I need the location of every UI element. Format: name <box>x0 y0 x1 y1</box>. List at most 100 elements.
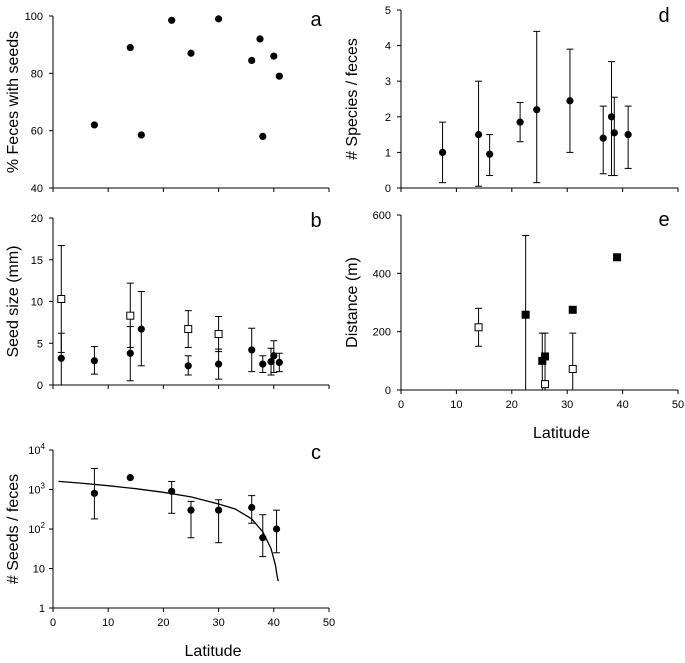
data-point-open <box>541 380 550 389</box>
x-tick-label: 40 <box>268 617 280 629</box>
y-tick-label: 0 <box>385 183 391 195</box>
data-point-filled <box>486 150 494 158</box>
x-tick-label: 0 <box>398 399 404 411</box>
y-tick-label: 10 <box>31 297 43 309</box>
x-tick-label: 20 <box>157 617 169 629</box>
data-point-filled <box>259 360 267 368</box>
data-point-open <box>126 311 135 320</box>
y-tick-label: 0 <box>385 385 391 397</box>
y-axis-label: Distance (m) <box>344 257 361 348</box>
data-point-filled <box>137 325 145 333</box>
data-point-filled <box>187 506 195 514</box>
data-point-open <box>214 330 223 339</box>
x-axis-label: Latitude <box>185 643 242 660</box>
data-point-filled <box>90 357 98 365</box>
data-point-filled <box>613 253 622 262</box>
x-axis-label: Latitude <box>533 425 590 442</box>
data-point-filled <box>272 525 281 533</box>
x-tick-label: 10 <box>450 399 462 411</box>
data-point-filled <box>521 310 530 319</box>
panel-c: 1 10 102 103 104 0 10 20 30 40 50 # Seeds / feces La… <box>5 442 335 660</box>
data-point-filled <box>215 506 223 514</box>
data-point-filled <box>474 131 483 139</box>
panel-letter: e <box>658 209 669 231</box>
data-point-filled <box>568 305 577 314</box>
panel-letter: d <box>658 5 669 27</box>
data-point-filled <box>566 97 574 105</box>
y-tick-label: 3 <box>385 76 391 88</box>
data-point-open <box>474 323 483 332</box>
data-point-filled <box>90 489 98 497</box>
data-point-open <box>568 365 577 373</box>
data-point-filled <box>275 72 283 80</box>
y-tick-label: 200 <box>373 327 391 339</box>
y-tick-label: 5 <box>385 5 391 17</box>
data-point-filled <box>533 106 541 114</box>
data-point-filled <box>438 148 447 156</box>
panel-letter: c <box>311 442 321 464</box>
y-axis-label: Seed size (mm) <box>5 245 22 357</box>
data-point-filled <box>267 358 275 366</box>
data-point-filled <box>168 487 176 495</box>
x-tick-label: 0 <box>50 617 56 629</box>
y-tick-label: 400 <box>373 268 391 280</box>
y-tick-label: 5 <box>37 338 43 350</box>
data-point-filled <box>184 362 192 370</box>
data-point-filled <box>248 503 256 512</box>
data-point-filled <box>57 354 65 362</box>
data-point-filled <box>215 15 223 23</box>
data-point-filled <box>126 43 134 52</box>
y-tick-label: 104 <box>28 442 45 457</box>
data-point-filled <box>516 118 524 126</box>
y-tick-label: 102 <box>28 521 45 536</box>
y-axis-label: # Seeds / feces <box>5 474 22 584</box>
data-point-open <box>57 294 66 303</box>
data-point-filled <box>248 56 256 65</box>
y-tick-label: 0 <box>37 380 43 392</box>
x-tick-label: 30 <box>561 399 573 411</box>
data-point-filled <box>607 113 616 121</box>
panel-letter: b <box>310 210 321 232</box>
data-point-open <box>184 325 193 334</box>
data-point-filled <box>259 534 267 542</box>
data-point-filled <box>270 52 278 60</box>
x-tick-label: 40 <box>616 399 628 411</box>
x-tick-label: 30 <box>212 617 224 629</box>
y-tick-label: 80 <box>31 68 43 80</box>
data-point-filled <box>168 16 176 24</box>
x-tick-label: 50 <box>323 617 335 629</box>
data-point-filled <box>126 474 134 482</box>
y-tick-label: 20 <box>31 213 43 225</box>
panel-b: 0 5 10 15 20 Seed size (mm) b <box>5 210 330 392</box>
y-tick-label: 40 <box>31 183 43 195</box>
data-point-filled <box>610 129 618 137</box>
x-tick-label: 20 <box>506 399 518 411</box>
y-tick-label: 15 <box>31 255 43 267</box>
data-point-filled <box>275 358 283 367</box>
data-point-filled <box>187 49 195 57</box>
data-point-filled <box>215 360 223 368</box>
y-tick-label: 10 <box>33 564 45 576</box>
data-point-filled <box>90 121 98 129</box>
y-tick-label: 4 <box>385 41 391 53</box>
data-point-filled <box>259 132 267 140</box>
panel-a: 40 60 80 100% Feces with seeds a <box>5 9 330 195</box>
data-point-filled <box>256 35 264 43</box>
y-tick-label: 100 <box>25 11 43 23</box>
panel-e: 0 200 400 600 0 10 20 30 40 50 Distance (m) Latitud… <box>344 209 684 442</box>
y-tick-label: 600 <box>373 210 391 222</box>
fit-curve <box>58 480 279 582</box>
data-point-filled <box>248 346 256 354</box>
y-tick-label: 2 <box>385 112 391 124</box>
data-point-filled <box>137 131 145 139</box>
panel-d: 0 1 2 3 4 5 # Species / feces d <box>344 5 679 195</box>
x-tick-label: 10 <box>102 617 114 629</box>
x-tick-label: 50 <box>672 399 684 411</box>
y-tick-label: 1 <box>385 147 391 159</box>
y-axis-label: % Feces with seeds <box>5 31 22 173</box>
data-point-filled <box>270 352 278 360</box>
panel-letter: a <box>310 9 322 31</box>
y-tick-label: 103 <box>28 482 45 497</box>
y-tick-label: 1 <box>39 603 45 615</box>
